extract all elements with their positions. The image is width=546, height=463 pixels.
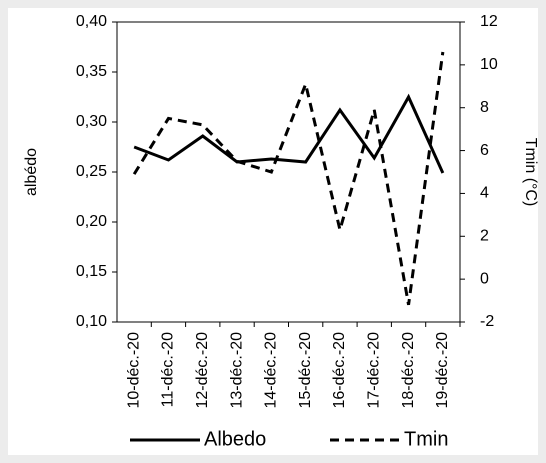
- y2-tick-label: 8: [480, 99, 489, 116]
- y2-axis-title: Tmin (°C): [522, 138, 539, 207]
- x-tick-label: 12-déc.-20: [194, 332, 211, 409]
- series-line: [133, 93, 445, 174]
- y-tick-label: 0,30: [76, 113, 107, 130]
- y2-tick-label: 2: [480, 228, 489, 245]
- y2-tick-label: -2: [480, 313, 494, 330]
- y2-tick-label: 6: [480, 142, 489, 159]
- y-tick-label: 0,40: [76, 13, 107, 30]
- x-tick-label: 13-déc.-20: [228, 332, 245, 409]
- legend-label: Tmin: [404, 428, 448, 450]
- x-tick-label: 16-déc.-20: [331, 332, 348, 409]
- y-tick-label: 0,20: [76, 213, 107, 230]
- series-line: [132, 51, 445, 306]
- chart-area: [8, 8, 538, 455]
- x-tick-label: 17-déc.-20: [365, 332, 382, 409]
- y2-tick-label: 0: [480, 270, 489, 287]
- y2-tick-label: 10: [480, 56, 498, 73]
- x-tick-label: 15-déc.-20: [297, 332, 314, 409]
- y-axis-title: albédo: [23, 148, 40, 196]
- y-tick-label: 0,15: [76, 263, 107, 280]
- x-tick-label: 10-déc.-20: [125, 332, 142, 409]
- x-tick-label: 19-déc.-20: [434, 332, 451, 409]
- y-tick-label: 0,25: [76, 163, 107, 180]
- legend-label: Albedo: [204, 428, 266, 450]
- y2-tick-label: 12: [480, 13, 498, 30]
- y-tick-label: 0,10: [76, 313, 107, 330]
- y-tick-label: 0,35: [76, 63, 107, 80]
- x-tick-label: 14-déc.-20: [263, 332, 280, 409]
- x-tick-label: 18-déc.-20: [400, 332, 417, 409]
- y2-tick-label: 4: [480, 185, 489, 202]
- x-tick-label: 11-déc.-20: [160, 332, 177, 407]
